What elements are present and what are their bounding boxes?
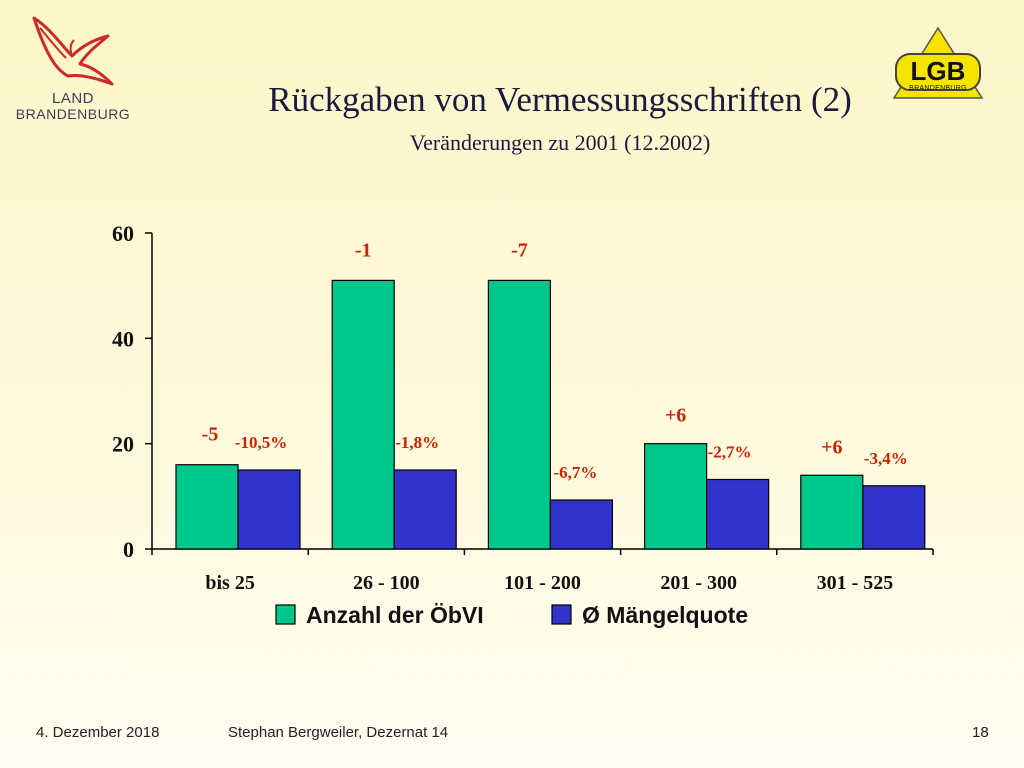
legend-label: Ø Mängelquote	[582, 602, 748, 628]
legend-label: Anzahl der ÖbVI	[306, 602, 484, 628]
logo-text-brandenburg: BRANDENBURG	[15, 106, 131, 122]
bar-anzahl	[487, 279, 551, 550]
bar-maengelquote	[393, 469, 457, 550]
bar-maengelquote	[237, 469, 301, 550]
data-label: -3,4%	[864, 449, 908, 468]
legend-swatch	[275, 604, 296, 625]
data-label: +6	[821, 436, 842, 458]
footer-page-number: 18	[972, 724, 989, 741]
footer-date: 4. Dezember 2018	[36, 724, 160, 741]
data-label: -10,5%	[235, 433, 287, 452]
x-tick-label: 301 - 525	[817, 572, 894, 594]
data-label: +6	[665, 405, 686, 427]
legend-swatch	[551, 604, 572, 625]
y-tick-label: 0	[123, 537, 134, 562]
x-tick-label: 26 - 100	[353, 572, 420, 594]
bar-anzahl	[331, 279, 395, 550]
bar-maengelquote	[705, 478, 770, 550]
data-label: -7	[511, 239, 528, 261]
x-tick-label: 201 - 300	[660, 572, 737, 594]
data-label: -5	[202, 424, 219, 446]
bar-maengelquote	[862, 485, 926, 550]
y-tick-label: 20	[112, 432, 134, 457]
data-label: -6,7%	[553, 463, 597, 482]
data-label: -1	[355, 239, 372, 261]
bar-anzahl	[643, 443, 708, 550]
lgb-logo-subtext: BRANDENBURG	[909, 85, 967, 92]
data-label: -2,7%	[708, 442, 752, 461]
bar-maengelquote	[549, 499, 613, 550]
lgb-logo-text: LGB	[910, 56, 966, 86]
slide-subtitle: Veränderungen zu 2001 (12.2002)	[409, 130, 711, 155]
y-tick-label: 60	[112, 221, 134, 246]
land-brandenburg-logo: LAND BRANDENBURG	[8, 14, 138, 124]
slide-title: Rückgaben von Vermessungsschriften (2)	[268, 80, 852, 119]
eagle-logo-icon	[32, 16, 114, 86]
bar-anzahl	[175, 464, 239, 550]
bar-chart: 0 20 40 60 -5 -10,5% bis 25 -1 -1,8% 26 - 100 -7 -6…	[112, 221, 934, 628]
x-tick-label: bis 25	[205, 572, 254, 594]
y-tick-label: 40	[112, 326, 134, 351]
lgb-triangle-icon	[892, 26, 984, 99]
x-tick-label: 101 - 200	[504, 572, 581, 594]
footer-author: Stephan Bergweiler, Dezernat 14	[228, 724, 449, 741]
bar-anzahl	[800, 474, 864, 550]
logo-text-land: LAND	[51, 90, 94, 107]
lgb-logo: LGB BRANDENBURG	[890, 26, 986, 102]
data-label: -1,8%	[395, 433, 439, 452]
